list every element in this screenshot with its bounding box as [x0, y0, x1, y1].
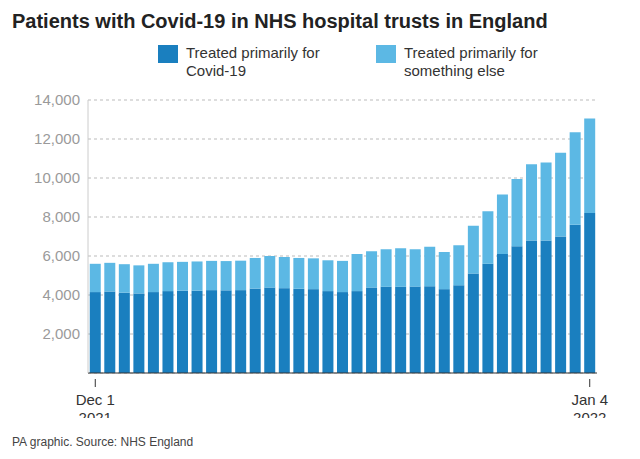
html-text:Treated primarily for Covid-19: Treated primarily for Covid-19: [186, 44, 320, 79]
svg-text:2022: 2022: [573, 409, 606, 418]
svg-text:8,000: 8,000: [42, 208, 80, 225]
svg-text:6,000: 6,000: [42, 247, 80, 264]
html-text:Patients with Covid-19 in NHS: Patients with Covid-19 in NHS hospital t…: [12, 10, 548, 32]
svg-text:4,000: 4,000: [42, 286, 80, 303]
svg-text:14,000: 14,000: [34, 91, 80, 108]
html-text:Treated primarily for somethin: Treated primarily for something else: [404, 44, 538, 79]
svg-text:10,000: 10,000: [34, 169, 80, 186]
svg-text:Jan 4: Jan 4: [571, 391, 608, 408]
svg-text:Dec 1: Dec 1: [76, 391, 115, 408]
svg-text:12,000: 12,000: [34, 130, 80, 147]
svg-text:2,000: 2,000: [42, 325, 80, 342]
html-text:PA graphic. Source: NHS Englan: PA graphic. Source: NHS England: [12, 435, 194, 449]
svg-text:2021: 2021: [79, 409, 112, 418]
